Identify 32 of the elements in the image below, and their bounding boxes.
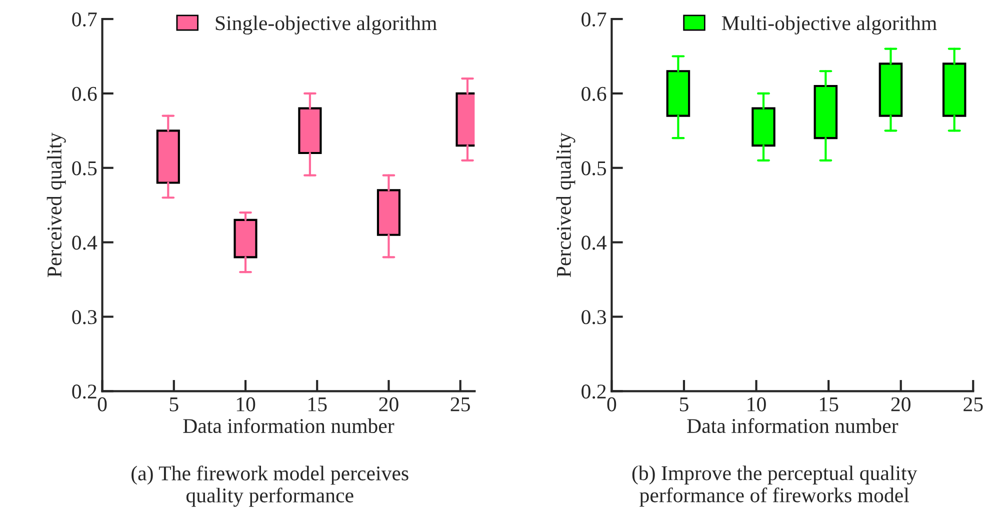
y-axis-title: Perceived quality bbox=[46, 132, 66, 278]
y-tick-label: 0.2 bbox=[72, 384, 96, 399]
x-tick-label: 0 bbox=[98, 397, 107, 412]
x-tick-label: 5 bbox=[680, 398, 688, 412]
x-tick-label: 25 bbox=[450, 397, 470, 412]
x-tick-label: 25 bbox=[964, 397, 983, 412]
y-tick-label: 0.2 bbox=[582, 384, 606, 399]
y-tick-label: 0.7 bbox=[582, 12, 606, 27]
y-tick-label: 0.5 bbox=[582, 161, 606, 176]
text: (a) The firework model perceives quality performance bbox=[132, 466, 408, 507]
y-tick-label: 0.3 bbox=[582, 310, 606, 324]
legend-label: Single-objective algorithm bbox=[216, 16, 437, 35]
legend-label: Multi-objective algorithm bbox=[722, 16, 937, 35]
x-axis-title: Data information number bbox=[183, 418, 394, 434]
y-tick-label: 0.7 bbox=[72, 12, 97, 27]
y-axis-title: Perceived quality bbox=[556, 132, 576, 278]
text: (b) Improve the perceptual quality performance of fireworks model bbox=[632, 466, 918, 507]
x-axis-title: Data information number bbox=[687, 418, 898, 434]
x-tick-label: 0 bbox=[607, 397, 616, 412]
y-tick-label: 0.5 bbox=[72, 161, 97, 176]
y-tick-label: 0.6 bbox=[582, 86, 606, 101]
x-tick-label: 10 bbox=[236, 397, 256, 412]
x-tick-label: 15 bbox=[308, 397, 327, 412]
x-tick-label: 20 bbox=[891, 397, 910, 412]
y-tick-label: 0.3 bbox=[72, 310, 97, 324]
y-tick-label: 0.6 bbox=[72, 86, 97, 101]
x-tick-label: 15 bbox=[820, 397, 838, 412]
x-tick-label: 20 bbox=[379, 397, 398, 412]
x-tick-label: 5 bbox=[170, 398, 178, 412]
y-tick-label: 0.4 bbox=[72, 236, 98, 250]
x-tick-label: 10 bbox=[748, 397, 766, 412]
y-tick-label: 0.4 bbox=[582, 236, 606, 250]
